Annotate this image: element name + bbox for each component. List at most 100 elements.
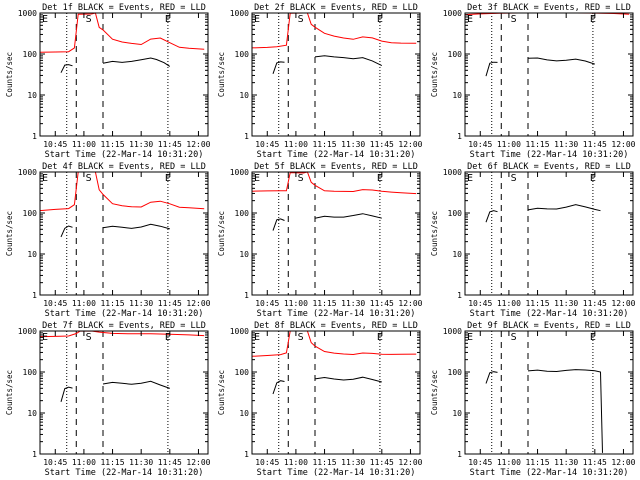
x-axis-label: Start Time (22-Mar-14 10:31:20): [45, 468, 204, 478]
x-tick-label: 10:45: [43, 299, 67, 308]
y-tick-label: 100: [235, 368, 250, 377]
x-tick-label: 12:00: [186, 299, 210, 308]
events-series-line: [527, 369, 603, 453]
x-axis-label: Start Time (22-Mar-14 10:31:20): [470, 150, 629, 160]
y-tick-label: 10: [239, 250, 249, 259]
y-tick-label: 10: [239, 91, 249, 100]
plot-frame: [251, 330, 421, 455]
x-axis-label: Start Time (22-Mar-14 10:31:20): [45, 150, 204, 160]
y-tick-label: 10: [452, 91, 462, 100]
x-tick-label: 11:45: [370, 299, 394, 308]
x-tick-label: 11:45: [158, 140, 182, 149]
marker-S: S: [298, 173, 304, 184]
y-axis-label: Counts/sec: [430, 211, 439, 256]
panel-det-4: Det 4f BLACK = Events, RED = LLD 1 10 100 10…: [5, 162, 211, 319]
marker-E-end: E: [165, 332, 171, 343]
x-tick-label: 11:45: [158, 458, 182, 467]
y-tick-label: 10: [452, 250, 462, 259]
marker-S: S: [86, 173, 92, 184]
y-tick-label: 10: [27, 409, 37, 418]
x-tick-label: 11:45: [583, 299, 607, 308]
panel-title: Det 3f BLACK = Events, RED = LLD: [467, 3, 631, 13]
marker-S: S: [511, 14, 517, 25]
x-tick-label: 11:30: [554, 299, 578, 308]
panel-title: Det 1f BLACK = Events, RED = LLD: [42, 3, 206, 13]
y-axis-label: Counts/sec: [430, 370, 439, 415]
marker-E-end: E: [165, 14, 171, 25]
marker-E-start: E: [467, 14, 473, 25]
y-tick-label: 1: [32, 291, 37, 300]
marker-S: S: [511, 332, 517, 343]
marker-E-end: E: [377, 14, 383, 25]
x-tick-label: 10:45: [43, 140, 67, 149]
y-tick-label: 1000: [18, 327, 37, 336]
marker-E-end: E: [165, 173, 171, 184]
marker-S: S: [298, 332, 304, 343]
y-tick-label: 100: [235, 50, 250, 59]
events-series-line: [314, 213, 382, 219]
x-tick-label: 12:00: [398, 299, 422, 308]
marker-E-start: E: [254, 173, 260, 184]
x-tick-label: 10:45: [468, 299, 492, 308]
x-tick-label: 12:00: [186, 140, 210, 149]
x-tick-label: 11:00: [497, 140, 521, 149]
events-series-line: [485, 371, 498, 384]
y-tick-label: 100: [23, 368, 38, 377]
y-tick-label: 1: [457, 450, 462, 459]
marker-E-start: E: [254, 14, 260, 25]
panel-det-1: Det 1f BLACK = Events, RED = LLD 1 10 100 10…: [5, 3, 211, 160]
x-axis-label: Start Time (22-Mar-14 10:31:20): [257, 309, 416, 319]
y-axis-label: Counts/sec: [217, 52, 226, 97]
y-tick-label: 1000: [443, 327, 462, 336]
marker-S: S: [86, 332, 92, 343]
x-tick-label: 11:15: [312, 140, 336, 149]
marker-S: S: [86, 14, 92, 25]
marker-S: S: [298, 14, 304, 25]
marker-E-end: E: [590, 173, 596, 184]
panel-det-5: Det 5f BLACK = Events, RED = LLD 1 10 100 10…: [217, 162, 423, 319]
panel-title: Det 5f BLACK = Events, RED = LLD: [254, 162, 418, 172]
plot-frame: [464, 330, 634, 455]
x-axis-label: Start Time (22-Mar-14 10:31:20): [470, 309, 629, 319]
x-tick-label: 11:15: [525, 140, 549, 149]
y-tick-label: 1: [457, 132, 462, 141]
x-tick-label: 12:00: [611, 299, 635, 308]
x-tick-label: 11:45: [370, 140, 394, 149]
x-axis-label: Start Time (22-Mar-14 10:31:20): [257, 468, 416, 478]
y-axis-label: Counts/sec: [217, 211, 226, 256]
x-tick-label: 10:45: [255, 140, 279, 149]
plot-frame: [464, 12, 634, 137]
y-tick-label: 1000: [443, 168, 462, 177]
panel-title: Det 8f BLACK = Events, RED = LLD: [254, 321, 418, 331]
plot-frame: [39, 171, 209, 296]
panel-title: Det 2f BLACK = Events, RED = LLD: [254, 3, 418, 13]
y-tick-label: 1: [32, 132, 37, 141]
marker-E-start: E: [467, 173, 473, 184]
marker-E-start: E: [42, 173, 48, 184]
panel-det-3: Det 3f BLACK = Events, RED = LLD 1 10 100 10…: [430, 3, 636, 160]
x-tick-label: 10:45: [468, 140, 492, 149]
x-tick-label: 11:30: [129, 458, 153, 467]
x-tick-label: 11:00: [72, 299, 96, 308]
x-tick-label: 11:30: [129, 299, 153, 308]
x-axis-label: Start Time (22-Mar-14 10:31:20): [470, 468, 629, 478]
events-series-line: [485, 210, 498, 223]
x-tick-label: 11:45: [370, 458, 394, 467]
panel-det-6: Det 6f BLACK = Events, RED = LLD 1 10 100 10…: [430, 162, 636, 319]
plot-frame: [39, 330, 209, 455]
y-tick-label: 10: [27, 91, 37, 100]
y-tick-label: 100: [235, 209, 250, 218]
y-tick-label: 1000: [230, 9, 249, 18]
marker-S: S: [511, 173, 517, 184]
x-tick-label: 11:30: [341, 299, 365, 308]
y-axis-label: Counts/sec: [5, 370, 14, 415]
plot-frame: [39, 12, 209, 137]
x-tick-label: 11:30: [341, 458, 365, 467]
x-tick-label: 11:15: [312, 458, 336, 467]
plot-frame: [251, 171, 421, 296]
y-tick-label: 100: [448, 209, 463, 218]
y-axis-label: Counts/sec: [217, 370, 226, 415]
x-tick-label: 11:45: [583, 140, 607, 149]
x-tick-label: 11:45: [583, 458, 607, 467]
